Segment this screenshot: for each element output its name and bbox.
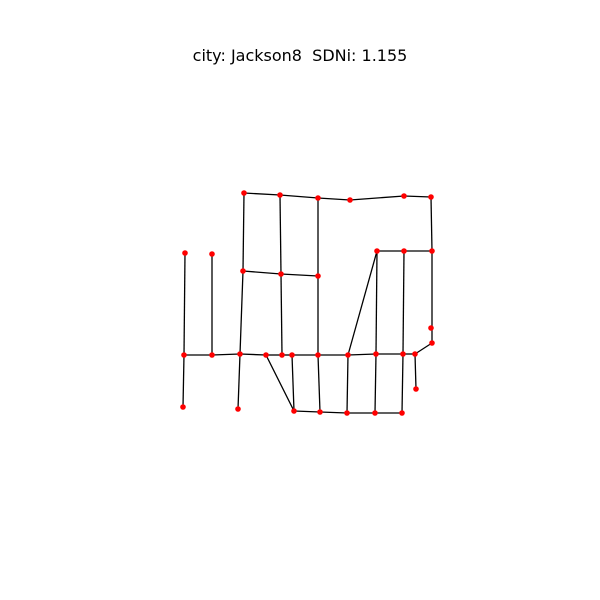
graph-node [345, 352, 351, 358]
graph-edge [349, 195, 405, 201]
graph-node [279, 352, 285, 358]
graph-node [429, 340, 435, 346]
graph-edge [403, 195, 432, 198]
graph-node [315, 352, 321, 358]
graph-edge [414, 342, 433, 355]
graph-node [399, 410, 405, 416]
graph-edge [280, 273, 319, 277]
graph-edge [279, 194, 282, 275]
graph-node [235, 406, 241, 412]
graph-node [277, 192, 283, 198]
graph-node [315, 195, 321, 201]
graph-edge [237, 353, 241, 410]
graph-edge [265, 354, 295, 412]
graph-edge [319, 411, 348, 414]
graph-node [237, 351, 243, 357]
graph-node [428, 325, 434, 331]
graph-edge [182, 354, 185, 408]
graph-node [413, 386, 419, 392]
graph-node [372, 410, 378, 416]
city-name: Jackson8 [230, 46, 302, 65]
graph-node [180, 404, 186, 410]
graph-edge [347, 353, 377, 356]
graph-edge [374, 353, 377, 414]
graph-node [241, 190, 247, 196]
metric-label: SDNi: [312, 46, 362, 65]
graph-edge [239, 270, 244, 355]
graph-edge [183, 252, 186, 356]
graph-edge [414, 353, 417, 390]
graph-node [317, 409, 323, 415]
graph-node [240, 268, 246, 274]
graph-node [401, 193, 407, 199]
graph-edge [239, 353, 267, 356]
graph-edge [243, 192, 281, 196]
graph-node [209, 352, 215, 358]
graph-edge [279, 194, 319, 199]
edges-layer [182, 192, 433, 414]
graph-node [315, 273, 321, 279]
graph-node [289, 352, 295, 358]
graph-edge [317, 197, 351, 201]
graph-node [209, 251, 215, 257]
graph-node [412, 351, 418, 357]
graph-edge [293, 410, 321, 413]
graph-edge [242, 192, 245, 272]
graph-edge [211, 353, 241, 356]
graph-edge [347, 250, 378, 356]
graph-edge [401, 353, 404, 414]
graph-edge [430, 196, 433, 252]
graph-node [429, 248, 435, 254]
graph-node [344, 410, 350, 416]
graph-node [278, 271, 284, 277]
graph-node [263, 352, 269, 358]
graph-node [401, 248, 407, 254]
graph-edge [317, 354, 321, 413]
graph-edge [242, 270, 282, 275]
graph-edge [291, 354, 295, 412]
title-prefix: city: [192, 46, 231, 65]
graph-node [182, 250, 188, 256]
metric-value: 1.155 [361, 46, 408, 65]
graph-edge [402, 250, 405, 355]
graph-node [181, 352, 187, 358]
graph-edge [375, 250, 378, 355]
graph-node [373, 351, 379, 357]
graph-node [400, 351, 406, 357]
figure-title: city: Jackson8 SDNi: 1.155 [0, 46, 600, 65]
graph-node [291, 408, 297, 414]
graph-node [347, 197, 353, 203]
nodes-layer [180, 190, 435, 416]
graph-edge [280, 273, 283, 356]
graph-node [428, 194, 434, 200]
graph-edge [346, 354, 349, 414]
graph-node [374, 248, 380, 254]
